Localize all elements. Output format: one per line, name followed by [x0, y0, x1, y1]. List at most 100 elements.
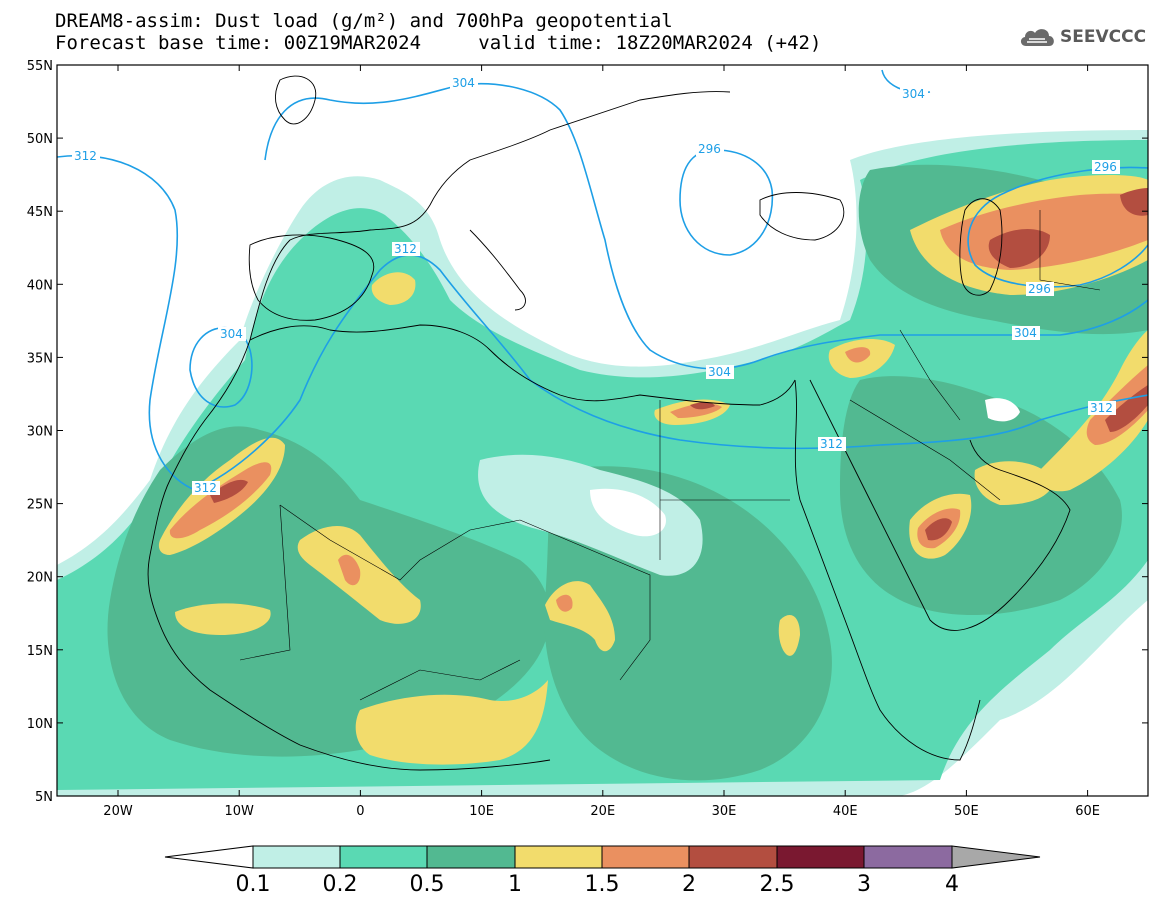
coast-europe: [249, 91, 731, 341]
coastlines: [147, 75, 1071, 771]
colorbar-label: 2: [682, 872, 696, 897]
dust-area-green-3: [840, 376, 1122, 615]
dust-area-orange-iran: [1086, 365, 1148, 445]
contour-label: 304: [708, 365, 731, 379]
border-kazakh: [1039, 210, 1101, 291]
latitude-label: 25N: [27, 498, 53, 513]
longitude-label: 60E: [1075, 804, 1100, 819]
colorbar-label: 4: [945, 872, 959, 897]
latitude-label: 35N: [27, 351, 53, 366]
latitude-label: 5N: [35, 790, 53, 805]
contour-296-caspian: [967, 166, 1148, 288]
coast-black-sea: [759, 192, 845, 241]
contour-296-balkans: [679, 149, 774, 256]
clear-area-white: [590, 488, 666, 537]
coast-red-sea: [794, 379, 981, 761]
colorbar: [164, 845, 1041, 869]
coast-caspian: [959, 198, 1003, 296]
colorbar-over-triangle: [951, 845, 1041, 869]
longitude-label: 20E: [590, 804, 615, 819]
colorbar-bin: [514, 845, 603, 869]
contour-label: 312: [820, 437, 843, 451]
latitude-label: 40N: [27, 278, 53, 293]
longitude-label: 10W: [224, 804, 254, 819]
coast-west-africa: [147, 339, 551, 771]
coast-north-africa: [249, 324, 796, 406]
colorbar-bin: [426, 845, 516, 869]
longitude-label: 10E: [469, 804, 494, 819]
latitude-labels: 55N 50N 45N 40N 35N 30N 25N 20N 15N 10N 5N: [27, 59, 53, 805]
colorbar-label: 0.1: [235, 872, 271, 897]
contour-label: 312: [74, 149, 97, 163]
dust-area-orange-mali: [338, 554, 361, 586]
colorbar-label: 0.5: [409, 872, 445, 897]
latitude-label: 15N: [27, 644, 53, 659]
contour-label: 312: [394, 242, 417, 256]
latitude-label: 50N: [27, 132, 53, 147]
dust-area-orange-iraq: [845, 347, 871, 363]
dust-area-yellow-spain: [371, 272, 416, 305]
dust-area-yellow-gulf: [974, 461, 1055, 505]
logo-text: SEEVCCC: [1060, 27, 1147, 47]
seevccc-logo: SEEVCCC: [1018, 26, 1146, 48]
contour-label: 312: [194, 481, 217, 495]
longitude-label: 0: [356, 804, 364, 819]
dust-area-red-arabia: [925, 518, 952, 541]
longitude-label: 30E: [712, 804, 737, 819]
dust-area-yellow-iran: [1039, 330, 1148, 492]
map-title-block: DREAM8-assim: Dust load (g/m²) and 700hP…: [55, 10, 821, 54]
dust-area-yellow-sudan: [778, 615, 800, 656]
contour-label: 304: [902, 87, 925, 101]
forecast-base-time: Forecast base time: 00Z19MAR2024: [55, 32, 422, 54]
title-line-1: DREAM8-assim: Dust load (g/m²) and 700hP…: [55, 10, 673, 32]
dust-area-red-morocco: [210, 479, 248, 503]
axis-ticks: [57, 64, 1148, 797]
colorbar-label: 1: [508, 872, 522, 897]
colorbar-label: 3: [857, 872, 871, 897]
country-borders: [239, 210, 1101, 701]
clear-area-sahara: [478, 454, 703, 576]
border-mauritania: [239, 504, 291, 661]
contour-label: 296: [1028, 282, 1051, 296]
border-algeria-mali: [279, 504, 521, 581]
longitude-label: 20W: [103, 804, 133, 819]
border-chad: [519, 519, 651, 681]
latitude-label: 10N: [27, 717, 53, 732]
colorbar-bin: [601, 845, 690, 869]
cloud-icon: [1020, 29, 1054, 46]
coast-arabia: [809, 379, 1071, 631]
contour-label: 312: [1090, 401, 1113, 415]
colorbar-bin: [688, 845, 778, 869]
contour-label: 304: [1014, 326, 1037, 340]
longitude-label: 40E: [833, 804, 858, 819]
clear-area-arabia: [985, 398, 1020, 422]
contour-label: 296: [698, 142, 721, 156]
contour-label: 304: [452, 76, 475, 90]
dust-area-orange-chad: [556, 594, 573, 612]
latitude-label: 20N: [27, 571, 53, 586]
contour-304-azores: [189, 327, 253, 408]
dust-field: [57, 130, 1148, 796]
border-niger-nigeria: [359, 659, 521, 701]
latitude-label: 45N: [27, 205, 53, 220]
longitude-labels: 20W 10W 0 10E 20E 30E 40E 50E 60E: [103, 804, 1100, 819]
colorbar-bin: [252, 845, 341, 869]
coast-italy: [469, 229, 526, 311]
valid-time: valid time: 18Z20MAR2024 (+42): [478, 32, 822, 54]
colorbar-under-triangle: [164, 845, 254, 869]
dust-area-red-kazakh: [1120, 188, 1148, 216]
colorbar-label: 1.5: [584, 872, 620, 897]
border-saudi: [849, 399, 1001, 501]
latitude-label: 55N: [27, 59, 53, 74]
colorbar-bin: [863, 845, 953, 869]
colorbar-bin: [776, 845, 865, 869]
colorbar-bin: [339, 845, 428, 869]
contour-label-group: 304 312 296 304 312 304 296 304 312 312 …: [72, 76, 1120, 495]
contour-label: 304: [220, 327, 243, 341]
coast-uk: [274, 75, 317, 125]
contour-label: 296: [1094, 160, 1117, 174]
longitude-label: 50E: [954, 804, 979, 819]
dust-area-yellow-mauritania: [175, 603, 271, 635]
coast-iberia: [248, 234, 375, 321]
